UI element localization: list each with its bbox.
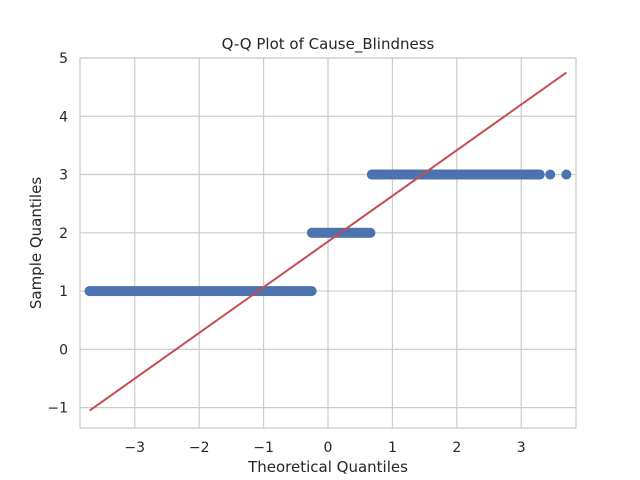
- y-tick-labels: −1 0 1 2 3 4 5: [47, 51, 68, 417]
- data-point: [365, 227, 376, 238]
- plot-area-frame: [79, 57, 577, 429]
- y-tick-label: 3: [59, 168, 68, 184]
- x-tick-label: −1: [253, 440, 274, 456]
- data-point: [306, 286, 317, 297]
- y-tick-label: −1: [47, 401, 68, 417]
- y-tick-label: 0: [59, 342, 68, 358]
- data-point: [534, 169, 545, 180]
- y-axis-label: Sample Quantiles: [27, 177, 45, 309]
- reference-line-group: [89, 71, 567, 412]
- x-tick-label: 1: [388, 440, 397, 456]
- x-axis-label: Theoretical Quantiles: [247, 458, 408, 476]
- x-tick-label: −2: [189, 440, 210, 456]
- data-point: [561, 169, 572, 180]
- x-tick-label: 2: [452, 440, 461, 456]
- y-tick-label: 5: [59, 51, 68, 67]
- x-tick-label: 3: [517, 440, 526, 456]
- chart-title: Q-Q Plot of Cause_Blindness: [222, 35, 435, 54]
- data-points: [84, 169, 572, 297]
- data-point: [84, 286, 95, 297]
- data-point: [94, 286, 105, 297]
- x-tick-label: 0: [324, 440, 333, 456]
- data-point: [545, 169, 556, 180]
- y-tick-label: 1: [59, 284, 68, 300]
- reference-line: [89, 71, 567, 412]
- y-tick-label: 4: [59, 109, 68, 125]
- x-tick-label: −3: [124, 440, 145, 456]
- y-tick-label: 2: [59, 226, 68, 242]
- x-tick-labels: −3 −2 −1 0 1 2 3: [124, 440, 525, 456]
